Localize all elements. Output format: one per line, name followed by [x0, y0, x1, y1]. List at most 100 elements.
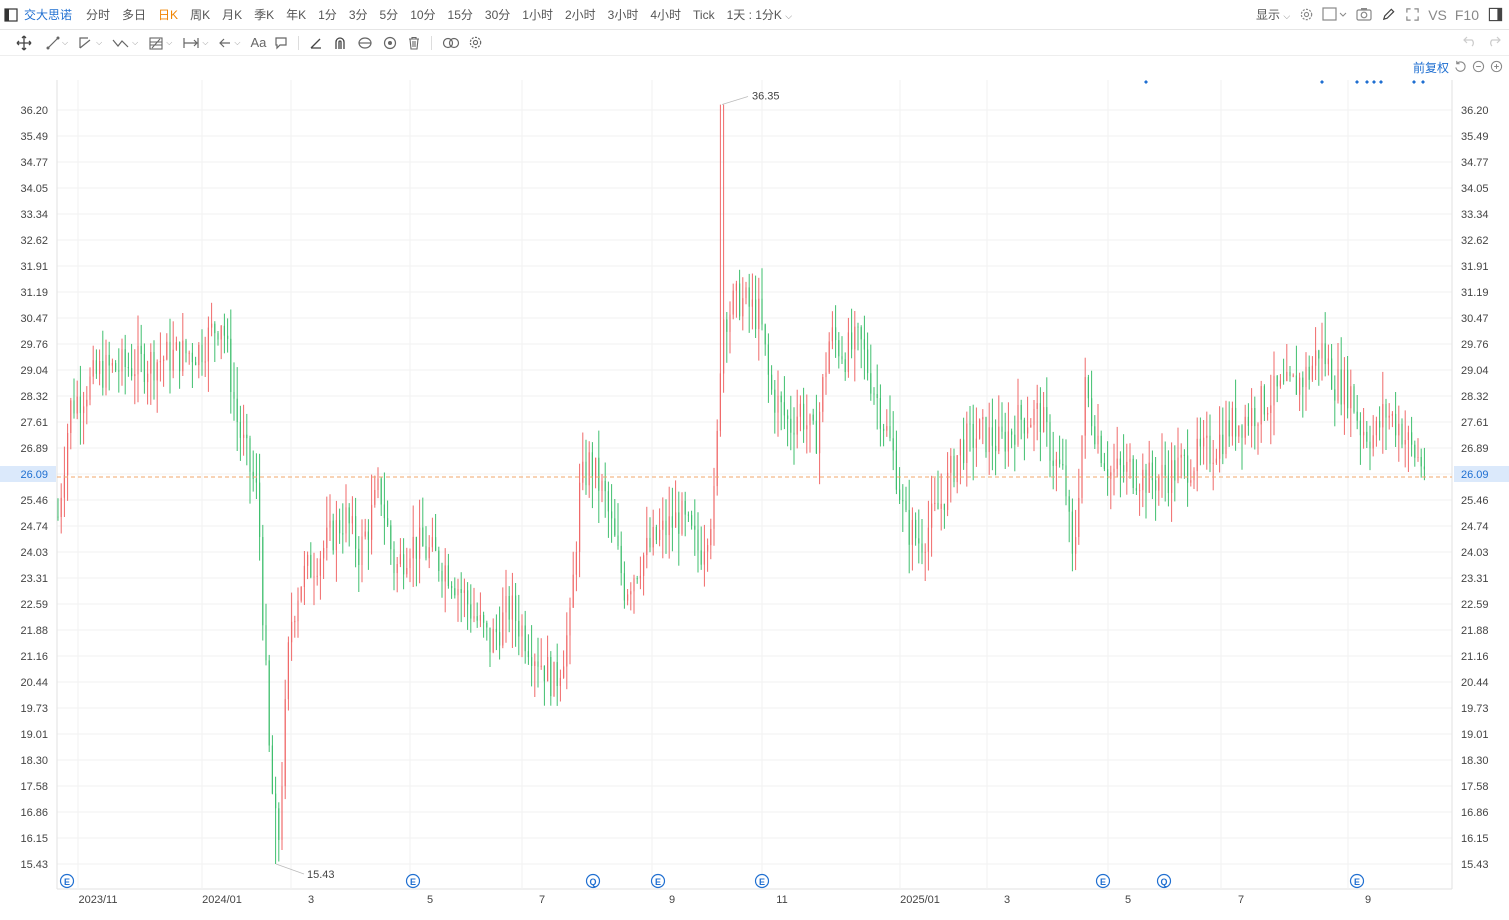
candle-body: [1359, 420, 1361, 436]
kline-chart[interactable]: 36.20 35.49 34.77 34.05 33.34 32.62 31.91 31.19…: [0, 55, 1509, 915]
comment-icon[interactable]: [274, 33, 288, 53]
chart-settings-icon[interactable]: [468, 33, 483, 53]
price-label-left: 18.30: [20, 755, 48, 767]
candle-body: [1337, 369, 1339, 401]
candle-body: [1062, 464, 1064, 466]
price-label-right: 19.01: [1461, 729, 1489, 741]
time-label: 9: [1365, 894, 1371, 906]
display-menu[interactable]: 显示 ⌵: [1256, 6, 1290, 23]
f10-button[interactable]: F10: [1454, 6, 1479, 23]
fib-tool[interactable]: ⌵: [148, 33, 172, 53]
candle-body: [851, 332, 853, 350]
period-tab-6[interactable]: 年K: [286, 8, 307, 22]
svg-text:E: E: [1354, 877, 1360, 887]
angle-icon[interactable]: [309, 33, 323, 53]
vs-button[interactable]: VS: [1428, 6, 1447, 23]
period-tab-11[interactable]: 15分: [447, 8, 473, 22]
candle-body: [1036, 403, 1038, 409]
settings-icon[interactable]: [1298, 7, 1314, 23]
period-tab-4[interactable]: 月K: [222, 8, 243, 22]
candle-body: [652, 527, 654, 548]
event-dot: [1412, 80, 1416, 84]
period-tab-8[interactable]: 3分: [348, 8, 368, 22]
candle-body: [57, 516, 59, 518]
candle-body: [1183, 454, 1185, 456]
line-tool[interactable]: ⌵: [46, 33, 68, 53]
period-tab-5[interactable]: 季K: [254, 8, 275, 22]
event-marker-e[interactable]: E: [59, 873, 75, 889]
candle-body: [697, 529, 699, 551]
candle-body: [1113, 468, 1115, 473]
period-tab-13[interactable]: 1小时: [522, 8, 553, 22]
event-marker-e[interactable]: E: [1349, 873, 1365, 889]
period-tab-14[interactable]: 2小时: [564, 8, 596, 22]
period-tab-9[interactable]: 5分: [379, 8, 399, 22]
candle-body: [841, 356, 843, 360]
lock-drawings-icon[interactable]: [357, 33, 373, 53]
period-combo-select[interactable]: 1天 : 1分K ⌵: [727, 6, 793, 23]
event-marker-e[interactable]: E: [405, 873, 421, 889]
event-marker-e[interactable]: E: [650, 873, 666, 889]
candle-body: [1132, 458, 1134, 488]
arrow-tool[interactable]: ⌵: [218, 33, 240, 53]
overlay-icon[interactable]: [442, 33, 460, 53]
redo-icon[interactable]: [1487, 34, 1501, 52]
candle-body: [1417, 457, 1419, 458]
side-panel-icon[interactable]: [1487, 7, 1503, 23]
chevron-down-icon: ⌵: [785, 11, 793, 21]
stock-name[interactable]: 交大思诺: [24, 8, 73, 22]
event-marker-q[interactable]: Q: [585, 873, 601, 889]
time-label: 9: [669, 894, 675, 906]
window-layout-icon[interactable]: [1322, 7, 1348, 23]
event-marker-e[interactable]: E: [1095, 873, 1111, 889]
adjust-select[interactable]: 前复权: [1412, 61, 1449, 75]
measure-tool[interactable]: ⌵: [182, 33, 208, 53]
zoom-in-icon[interactable]: [1490, 60, 1503, 76]
candle-body: [105, 354, 107, 388]
visibility-icon[interactable]: [383, 33, 397, 53]
kline-chart-area[interactable]: 36.20 35.49 34.77 34.05 33.34 32.62 31.91 31.19…: [0, 55, 1509, 915]
candle-body: [326, 527, 328, 548]
top-bar: 交大思诺 分时 多日 日K 周K 月K 季K 年K 1分 3分 5分 10分 15分 30分 1小时 2小时…: [0, 0, 1509, 30]
candle-body: [521, 625, 523, 637]
candle-body: [614, 518, 616, 536]
period-tab-2[interactable]: 日K: [158, 8, 179, 22]
period-tab-3[interactable]: 周K: [190, 8, 211, 22]
event-marker-e[interactable]: E: [754, 873, 770, 889]
period-tab-16[interactable]: 4小时: [650, 8, 682, 22]
layout-icon[interactable]: [4, 7, 18, 22]
period-tab-7[interactable]: 1分: [318, 8, 337, 22]
text-tool-icon[interactable]: Aa: [250, 35, 267, 50]
candle-body: [492, 628, 494, 653]
candle-body: [950, 455, 952, 473]
candle-body: [428, 547, 430, 559]
price-label-left: 24.74: [20, 521, 48, 533]
time-label: 3: [308, 894, 314, 906]
candle-body: [886, 426, 888, 431]
pencil-icon[interactable]: [1380, 7, 1396, 23]
candle-body: [1043, 407, 1045, 432]
period-tab-0[interactable]: 分时: [86, 8, 111, 22]
candle-body: [515, 595, 517, 621]
candle-body: [838, 340, 840, 357]
period-tab-1[interactable]: 多日: [122, 8, 147, 22]
zoom-out-icon[interactable]: [1472, 60, 1485, 76]
trash-icon[interactable]: [407, 33, 421, 53]
move-icon[interactable]: [16, 33, 32, 53]
period-tab-10[interactable]: 10分: [410, 8, 436, 22]
candle-body: [867, 349, 869, 374]
fullscreen-icon[interactable]: [1404, 7, 1420, 23]
event-marker-q[interactable]: Q: [1156, 873, 1172, 889]
magnet-icon[interactable]: [333, 33, 347, 53]
camera-icon[interactable]: [1356, 7, 1372, 23]
period-tab-15[interactable]: 3小时: [607, 8, 639, 22]
channel-tool[interactable]: ⌵: [78, 33, 102, 53]
period-tab-12[interactable]: 30分: [484, 8, 511, 22]
wave-tool[interactable]: ⌵: [112, 33, 138, 53]
period-tab-17[interactable]: Tick: [693, 7, 715, 22]
reset-icon[interactable]: [1454, 60, 1467, 76]
undo-icon[interactable]: [1463, 34, 1477, 52]
candle-body: [207, 327, 209, 362]
price-label-left: 16.15: [20, 833, 48, 845]
candle-body: [1049, 422, 1051, 461]
